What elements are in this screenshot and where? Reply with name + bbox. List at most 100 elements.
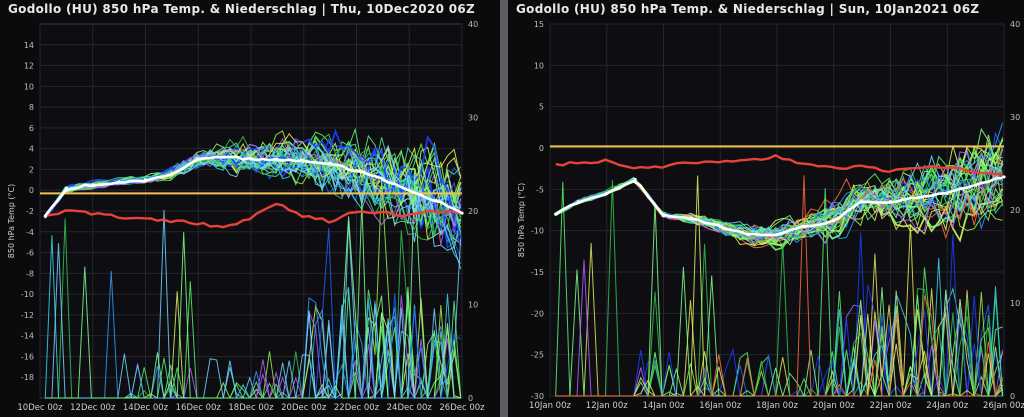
y-tick-label: -25: [531, 351, 544, 360]
y2-tick-label: 10: [1010, 299, 1020, 308]
y-tick-label: -18: [21, 373, 34, 382]
y2-tick-label: 30: [1010, 113, 1020, 122]
control-run-line: [45, 202, 461, 229]
y-axis-label: 850 hPa Temp (°C): [517, 183, 526, 257]
y-tick-label: -6: [26, 249, 34, 258]
mean-data-point: [143, 178, 148, 182]
y-tick-label: 15: [534, 20, 544, 29]
y-tick-label: -12: [21, 311, 34, 320]
mean-data-point: [576, 200, 580, 204]
x-tick-label: 20Jan 00z: [813, 401, 855, 411]
precip-member-line: [555, 175, 1004, 398]
chart-canvas-dec: -18 -16 -14 -12 -10 -8 -6 -4 -2 0 2 4 6 8 10 12 14 0 10 20 3…: [7, 20, 485, 413]
mean-data-point: [170, 172, 174, 176]
mean-data-point: [460, 211, 464, 215]
y-tick-label: 10: [534, 61, 544, 70]
mean-data-point: [917, 196, 921, 200]
x-tick-label: 22Jan 00z: [870, 401, 912, 411]
mean-data-point: [554, 212, 558, 216]
y-axis-label: 850 hPa Temp (°C): [7, 184, 16, 258]
ensemble-mean-line: [554, 176, 1003, 237]
x-tick-label: 20Dec 00z: [281, 403, 327, 413]
y2-tick-label: 0: [1010, 392, 1015, 401]
y-tick-label: -14: [21, 332, 34, 341]
x-tick-label: 14Dec 00z: [123, 403, 169, 413]
x-tick-label: 24Jan 00z: [926, 401, 968, 411]
y2-tick-label: 40: [1010, 20, 1020, 29]
mean-data-point: [690, 216, 694, 220]
mean-data-point: [117, 180, 121, 184]
mean-data-point: [434, 199, 438, 203]
mean-data-point: [1002, 175, 1006, 179]
mean-data-point: [974, 183, 978, 187]
chart-panel-dec: -18 -16 -14 -12 -10 -8 -6 -4 -2 0 2 4 6 8 10 12 14 0 10 20 3…: [0, 0, 500, 417]
y-tick-label: 5: [539, 103, 544, 112]
y-tick-label: 14: [24, 41, 34, 50]
panel-divider: [500, 0, 508, 417]
x-tick-label: 16Dec 00z: [176, 403, 222, 413]
x-tick-label: 10Dec 00z: [17, 403, 63, 413]
x-tick-label: 26Dec 00z: [439, 403, 485, 413]
chart-canvas-jan: -30 -25 -20 -15 -10 -5 0 5 10 15 0 10 20 30 40 10Jan 00…: [517, 20, 1024, 411]
mean-data-point: [775, 233, 779, 237]
x-tick-label: 14Jan 00z: [643, 401, 685, 411]
y-tick-label: 10: [24, 82, 34, 91]
mean-data-point: [407, 188, 411, 192]
mean-data-point: [64, 186, 68, 190]
y-tick-label: 6: [29, 124, 34, 133]
y-tick-label: -30: [531, 392, 544, 401]
mean-data-point: [249, 157, 253, 161]
mean-data-point: [605, 191, 609, 196]
x-tick-label: 12Dec 00z: [70, 403, 116, 413]
y-tick-label: -5: [536, 185, 544, 194]
mean-data-point: [91, 183, 95, 187]
mean-data-point: [860, 200, 864, 204]
mean-data-point: [302, 159, 306, 163]
x-tick-label: 22Dec 00z: [334, 403, 380, 413]
x-tick-label: 16Jan 00z: [699, 401, 741, 411]
y-tick-label: 0: [539, 144, 544, 153]
mean-data-point: [633, 177, 637, 182]
y-tick-label: -15: [531, 268, 544, 277]
y2-tick-label: 30: [468, 114, 478, 123]
y-tick-label: -8: [26, 269, 34, 278]
chart-title-jan: Godollo (HU) 850 hPa Temp. & Niederschla…: [516, 2, 980, 16]
control-run-line: [555, 153, 1003, 176]
precip-member-line: [45, 176, 461, 400]
y-tick-label: -20: [531, 309, 544, 318]
mean-data-point: [328, 161, 332, 165]
y2-tick-label: 40: [468, 20, 478, 29]
ensemble-member-line: [555, 154, 1003, 234]
y2-tick-label: 0: [468, 394, 473, 403]
x-tick-label: 18Jan 00z: [756, 401, 798, 411]
y-tick-label: -10: [21, 290, 34, 299]
y-tick-label: -10: [531, 227, 544, 236]
mean-data-point: [888, 200, 893, 204]
chart-panel-jan: -30 -25 -20 -15 -10 -5 0 5 10 15 0 10 20 30 40 10Jan 00…: [508, 0, 1024, 417]
mean-data-point: [223, 155, 227, 159]
mean-data-point: [275, 158, 279, 162]
x-tick-label: 26Jan 00z: [983, 401, 1024, 411]
mean-data-point: [381, 178, 385, 182]
mean-data-point: [718, 224, 722, 229]
y-tick-label: 2: [29, 165, 34, 174]
mean-data-point: [661, 214, 666, 218]
mean-data-point: [354, 168, 359, 173]
x-tick-label: 12Jan 00z: [586, 401, 628, 411]
y-tick-label: 8: [29, 103, 34, 112]
y2-tick-label: 10: [468, 301, 478, 310]
y-tick-label: -16: [21, 352, 34, 361]
y2-tick-label: 20: [468, 207, 478, 216]
x-tick-label: 10Jan 00z: [529, 401, 571, 411]
mean-data-point: [803, 224, 807, 229]
mean-data-point: [747, 233, 751, 237]
y2-tick-label: 20: [1010, 206, 1020, 215]
x-tick-label: 18Dec 00z: [228, 403, 274, 413]
y-tick-label: -2: [26, 207, 34, 216]
y-tick-label: 4: [29, 145, 34, 154]
ensemble-mean-line: [44, 155, 462, 217]
y-tick-label: -4: [26, 228, 34, 237]
x-tick-label: 24Dec 00z: [387, 403, 433, 413]
mean-data-point: [43, 214, 47, 218]
y-tick-label: 0: [29, 186, 34, 195]
